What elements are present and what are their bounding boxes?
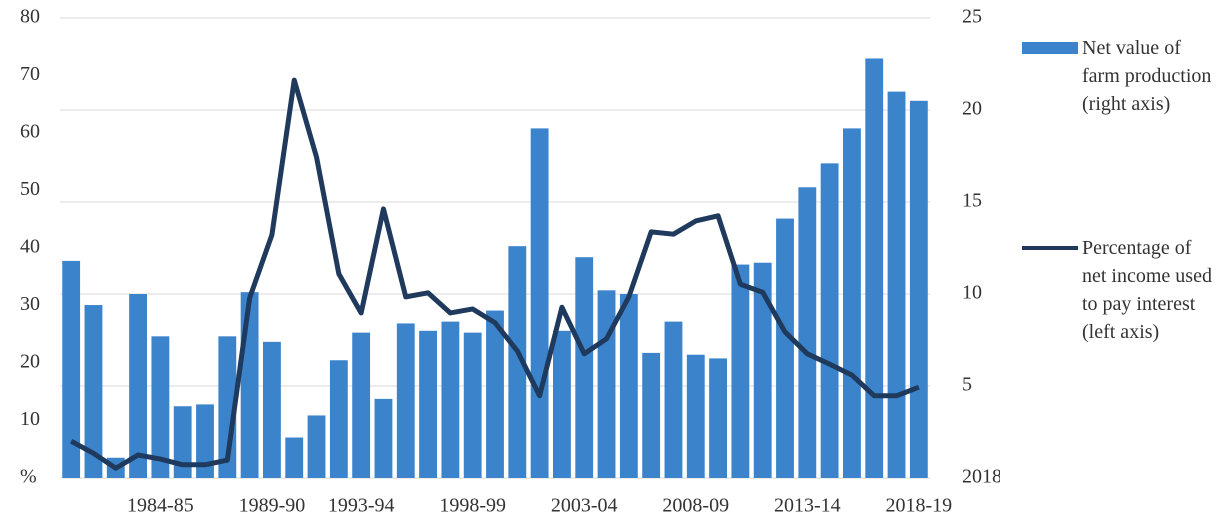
bar: [753, 262, 772, 478]
line: [69, 77, 920, 471]
bar: [709, 358, 727, 478]
bar: [798, 187, 817, 478]
legend-swatch: [1022, 246, 1078, 250]
bar: [486, 310, 504, 478]
bar: [686, 354, 705, 478]
y-tick-label: 60: [20, 121, 40, 143]
bar: [865, 58, 884, 478]
bar: [62, 260, 81, 478]
bar: [129, 294, 147, 478]
bar: [151, 336, 170, 478]
bar: [396, 323, 415, 478]
y2-tick-label: 5: [962, 374, 972, 396]
bar: [84, 305, 103, 478]
bar: [575, 257, 594, 478]
bar: [642, 352, 661, 478]
bar: [419, 330, 437, 478]
x-tick-label: 2018-19: [886, 495, 953, 517]
y-tick-label: 50: [20, 178, 40, 200]
bar: [463, 332, 482, 478]
y2-tick-label: 2018-19 $ billion: [962, 466, 1000, 488]
bar: [441, 321, 460, 478]
y-tick-label: 10: [20, 408, 40, 430]
x-tick-label: 1984-85: [127, 495, 194, 517]
bar: [285, 437, 304, 478]
x-tick-label: 1993-94: [328, 495, 395, 517]
bar: [240, 292, 259, 478]
y2-tick-label: 15: [962, 190, 982, 212]
y-tick-label: 30: [20, 293, 40, 315]
bar: [553, 330, 571, 478]
x-tick-label: 1998-99: [439, 495, 506, 517]
x-tick-label: 2008-09: [662, 495, 729, 517]
y2-tick-label: 25: [962, 6, 982, 28]
bar: [887, 91, 906, 478]
bar: [597, 290, 616, 478]
y-tick-label: 40: [20, 236, 40, 258]
bar: [374, 398, 393, 478]
bar: [530, 128, 549, 478]
chart: 2018-19 $ billion 5 10 15 20 25% 10 20 30 40 50 60 7…: [20, 6, 1000, 517]
x-tick-label: 2013-14: [774, 495, 841, 517]
legend-label: Net value of farm production (right axis…: [1082, 37, 1212, 115]
bar: [820, 163, 839, 479]
bar: [731, 264, 750, 478]
x-tick-label: 2003-04: [551, 495, 618, 517]
bar: [263, 341, 281, 478]
bar: [664, 321, 683, 478]
y-tick-label: 70: [20, 63, 40, 85]
y2-tick-label: 10: [962, 282, 982, 304]
y2-tick-label: 20: [962, 98, 982, 120]
y-tick-label: 80: [20, 6, 40, 28]
bar: [909, 100, 928, 479]
legend-swatch: [1022, 42, 1078, 54]
bar: [307, 415, 326, 478]
x-tick-label: 1989-90: [239, 495, 306, 517]
bar: [843, 128, 861, 478]
y-tick-label: %: [20, 466, 37, 488]
bar: [196, 404, 214, 478]
bar: [329, 360, 348, 478]
y-tick-label: 20: [20, 351, 40, 373]
bar: [508, 246, 527, 478]
bar: [173, 406, 192, 478]
bar: [619, 294, 638, 478]
bar: [352, 332, 371, 478]
bar: [776, 218, 794, 478]
legend-label: Percentage of net income used to pay int…: [1082, 237, 1212, 343]
